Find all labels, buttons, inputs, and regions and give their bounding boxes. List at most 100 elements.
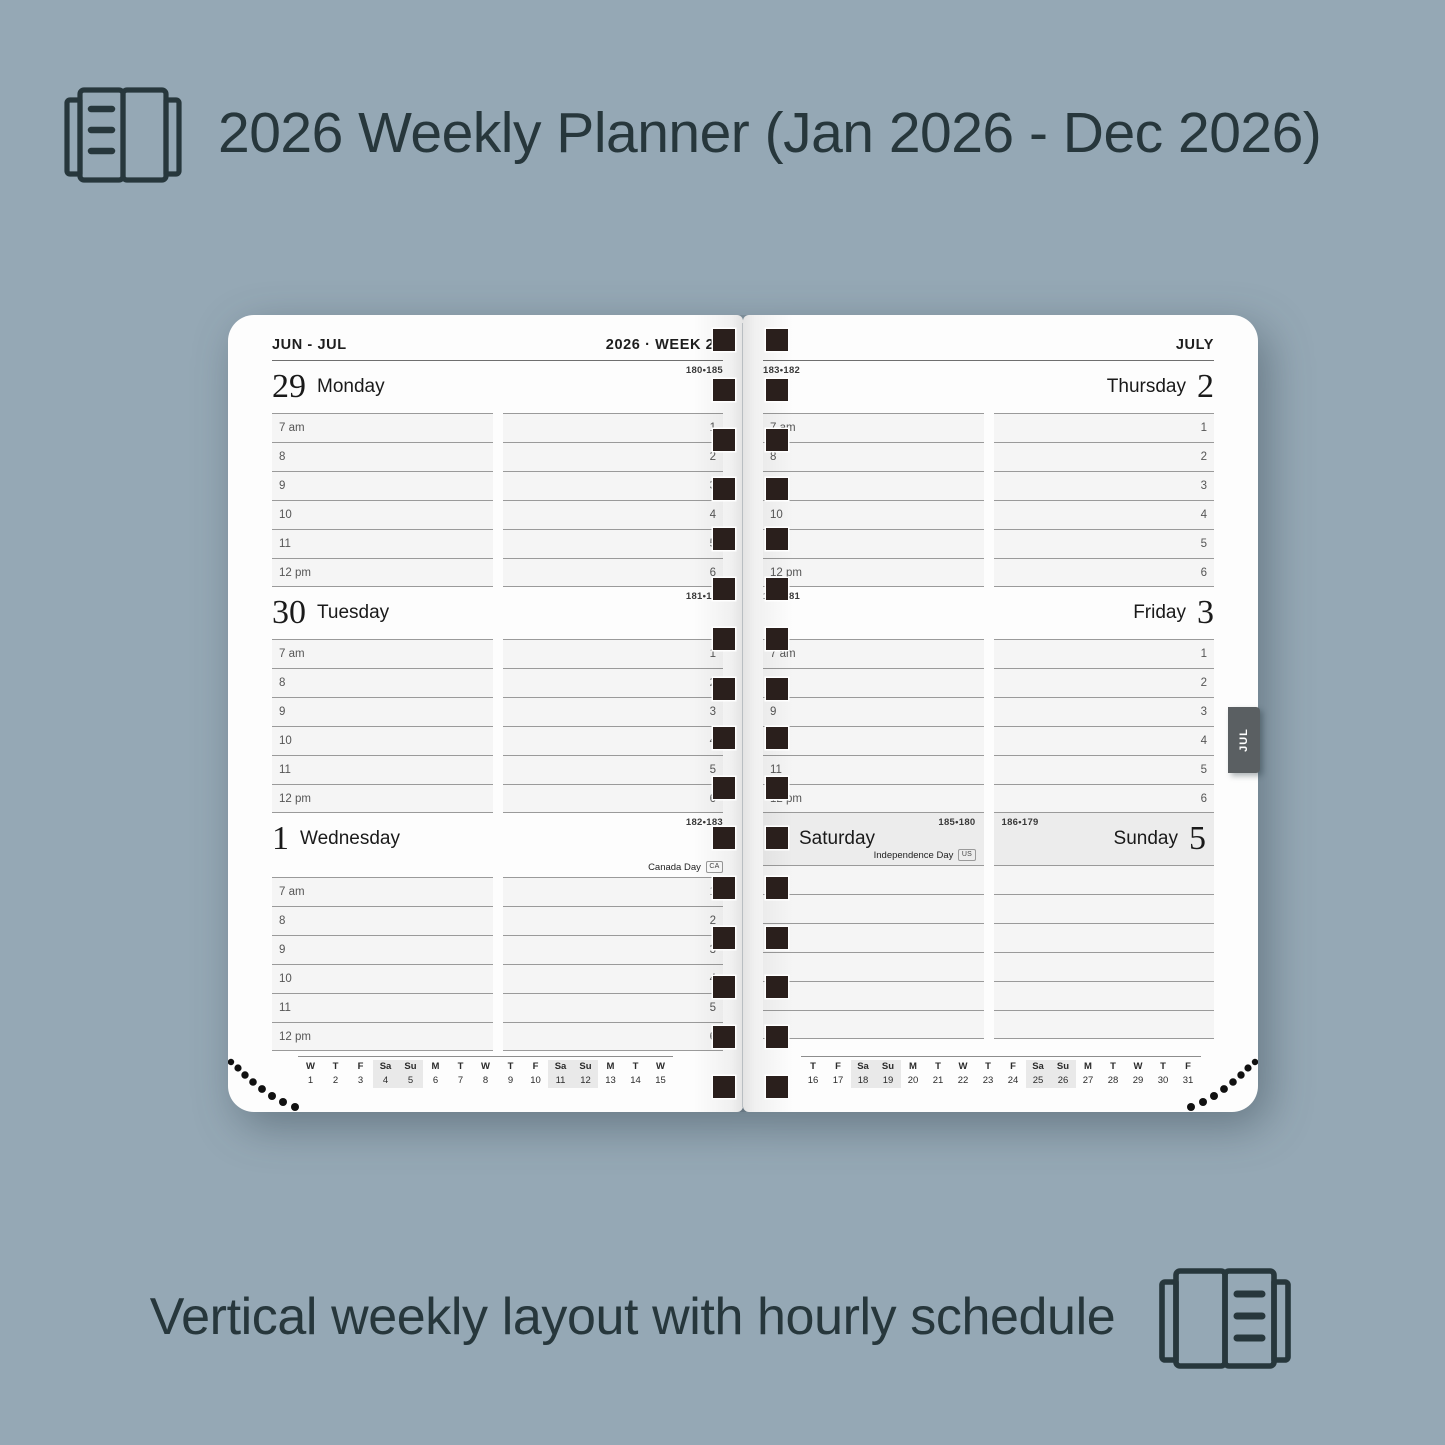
month-strip-day[interactable]: T14 (623, 1060, 648, 1088)
hour-row[interactable]: 11 (763, 529, 984, 558)
month-strip-day[interactable]: Sa25 (1026, 1060, 1051, 1088)
hour-row[interactable]: 12 pm (272, 1022, 493, 1051)
hour-row[interactable]: 5 (503, 755, 724, 784)
hour-row[interactable]: 12 pm (272, 784, 493, 813)
hour-row[interactable]: 4 (503, 964, 724, 993)
month-strip-day[interactable]: T28 (1101, 1060, 1126, 1088)
hour-row[interactable]: 2 (503, 442, 724, 471)
hour-row[interactable]: 5 (503, 993, 724, 1022)
hour-row[interactable]: 8 (272, 906, 493, 935)
hour-row[interactable]: 6 (503, 1022, 724, 1051)
month-strip-day[interactable]: Su12 (573, 1060, 598, 1088)
weekend-note-row[interactable]: . (994, 981, 1215, 1010)
month-strip-day[interactable]: F3 (348, 1060, 373, 1088)
hour-row[interactable]: 8 (763, 442, 984, 471)
hour-row[interactable]: 9 (763, 697, 984, 726)
month-strip-day[interactable]: Sa4 (373, 1060, 398, 1088)
hour-row[interactable]: 10 (272, 726, 493, 755)
month-strip-day[interactable]: F10 (523, 1060, 548, 1088)
month-strip-day[interactable]: F24 (1001, 1060, 1026, 1088)
hour-row[interactable]: 12 pm (763, 558, 984, 587)
weekend-note-row[interactable]: . (763, 981, 984, 1010)
month-strip-day[interactable]: T7 (448, 1060, 473, 1088)
month-strip-day[interactable]: M6 (423, 1060, 448, 1088)
hour-row[interactable]: 11 (272, 993, 493, 1022)
hour-row[interactable]: 10 (272, 964, 493, 993)
month-strip-day[interactable]: W8 (473, 1060, 498, 1088)
hour-row[interactable]: 7 am (272, 877, 493, 906)
month-strip-day[interactable]: Su5 (398, 1060, 423, 1088)
weekend-note-row[interactable]: . (994, 952, 1215, 981)
month-strip-day[interactable]: T9 (498, 1060, 523, 1088)
month-strip-day[interactable]: T16 (801, 1060, 826, 1088)
hour-row[interactable]: 8 (272, 442, 493, 471)
month-strip-day[interactable]: M13 (598, 1060, 623, 1088)
month-strip-day[interactable]: T30 (1151, 1060, 1176, 1088)
month-strip-day[interactable]: W22 (951, 1060, 976, 1088)
hour-row[interactable]: 6 (503, 784, 724, 813)
hour-row[interactable]: 3 (503, 471, 724, 500)
hour-row[interactable]: 2 (503, 668, 724, 697)
hour-row[interactable]: 4 (994, 500, 1215, 529)
hour-row[interactable]: 3 (994, 697, 1215, 726)
month-strip-day[interactable]: M27 (1076, 1060, 1101, 1088)
hour-row[interactable]: 11 (763, 755, 984, 784)
month-strip-day[interactable]: T21 (926, 1060, 951, 1088)
hour-row[interactable]: 4 (503, 726, 724, 755)
month-strip-day[interactable]: Sa18 (851, 1060, 876, 1088)
month-strip-day[interactable]: W29 (1126, 1060, 1151, 1088)
hour-row[interactable]: 4 (503, 500, 724, 529)
hour-row[interactable]: 11 (272, 755, 493, 784)
hour-row[interactable]: 3 (994, 471, 1215, 500)
hour-row[interactable]: 7 am (763, 639, 984, 668)
month-tab-jul[interactable]: JUL (1228, 707, 1260, 773)
weekend-note-row[interactable]: . (763, 923, 984, 952)
weekend-note-row[interactable]: . (994, 894, 1215, 923)
hour-row[interactable]: 9 (272, 471, 493, 500)
hour-row[interactable]: 5 (994, 529, 1215, 558)
hour-row[interactable]: 6 (503, 558, 724, 587)
hour-row[interactable]: 1 (994, 639, 1215, 668)
hour-row[interactable]: 2 (994, 442, 1215, 471)
hour-row[interactable]: 6 (994, 558, 1215, 587)
hour-row[interactable]: 9 (763, 471, 984, 500)
month-strip-day[interactable]: Sa11 (548, 1060, 573, 1088)
weekend-note-row[interactable]: . (763, 1010, 984, 1039)
hour-row[interactable]: 3 (503, 697, 724, 726)
hour-row[interactable]: 1 (503, 413, 724, 442)
hour-row[interactable]: 8 (763, 668, 984, 697)
hour-row[interactable]: 7 am (272, 639, 493, 668)
weekend-note-row[interactable]: . (763, 894, 984, 923)
hour-row[interactable]: 7 am (272, 413, 493, 442)
hour-row[interactable]: 1 (503, 639, 724, 668)
hour-row[interactable]: 2 (994, 668, 1215, 697)
hour-row[interactable]: 1 (994, 413, 1215, 442)
weekend-note-row[interactable]: . (994, 1010, 1215, 1039)
hour-row[interactable]: 12 pm (763, 784, 984, 813)
month-strip-day[interactable]: F17 (826, 1060, 851, 1088)
hour-row[interactable]: 12 pm (272, 558, 493, 587)
hour-row[interactable]: 5 (994, 755, 1215, 784)
hour-row[interactable]: 10 (763, 500, 984, 529)
hour-row[interactable]: 7 am (763, 413, 984, 442)
hour-row[interactable]: 3 (503, 935, 724, 964)
month-strip-day[interactable]: W15 (648, 1060, 673, 1088)
hour-row[interactable]: 1 (503, 877, 724, 906)
hour-row[interactable]: 9 (272, 697, 493, 726)
hour-row[interactable]: 2 (503, 906, 724, 935)
hour-row[interactable]: 11 (272, 529, 493, 558)
month-strip-day[interactable]: T2 (323, 1060, 348, 1088)
hour-row[interactable]: 6 (994, 784, 1215, 813)
hour-row[interactable]: 4 (994, 726, 1215, 755)
hour-row[interactable]: 10 (763, 726, 984, 755)
weekend-note-row[interactable]: . (763, 952, 984, 981)
month-strip-day[interactable]: Su19 (876, 1060, 901, 1088)
weekend-note-row[interactable]: . (994, 923, 1215, 952)
weekend-note-row[interactable]: . (763, 865, 984, 894)
month-strip-day[interactable]: M20 (901, 1060, 926, 1088)
hour-row[interactable]: 9 (272, 935, 493, 964)
hour-row[interactable]: 5 (503, 529, 724, 558)
month-strip-day[interactable]: T23 (976, 1060, 1001, 1088)
hour-row[interactable]: 8 (272, 668, 493, 697)
month-strip-day[interactable]: Su26 (1051, 1060, 1076, 1088)
